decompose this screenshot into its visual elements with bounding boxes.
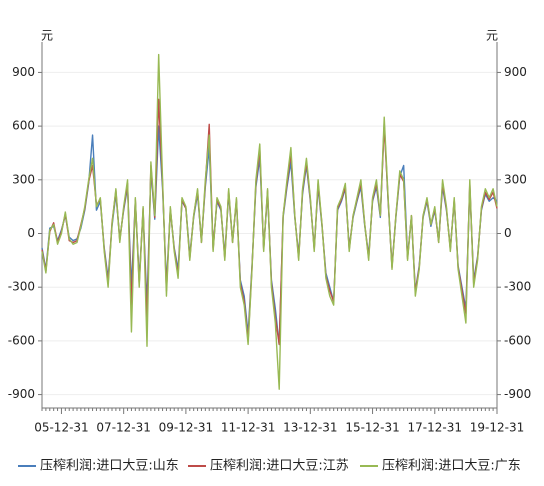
x-tick-label: 05-12-31 xyxy=(34,421,88,435)
x-tick-label: 09-12-31 xyxy=(159,421,213,435)
y-tick-label: -600 xyxy=(8,333,35,347)
y2-tick-label: 300 xyxy=(504,172,527,186)
y-axis-unit: 元 xyxy=(41,29,53,43)
y-tick-label: -300 xyxy=(8,280,35,294)
y-tick-label: 600 xyxy=(12,119,35,133)
x-tick-label: 19-12-31 xyxy=(470,421,524,435)
y-tick-label: -900 xyxy=(8,387,35,401)
x-tick-label: 11-12-31 xyxy=(221,421,275,435)
x-tick-label: 15-12-31 xyxy=(345,421,399,435)
legend-label: 压榨利润:进口大豆:江苏 xyxy=(210,458,349,474)
series-line xyxy=(41,53,498,390)
y-tick-label: 900 xyxy=(12,65,35,79)
y2-tick-label: -300 xyxy=(504,280,531,294)
y2-tick-label: 900 xyxy=(504,65,527,79)
x-tick-label: 13-12-31 xyxy=(283,421,337,435)
y2-tick-label: -600 xyxy=(504,333,531,347)
y2-tick-label: -900 xyxy=(504,387,531,401)
legend-label: 压榨利润:进口大豆:广东 xyxy=(382,458,521,474)
x-tick-label: 07-12-31 xyxy=(96,421,150,435)
x-tick-label: 17-12-31 xyxy=(408,421,462,435)
y2-axis-unit: 元 xyxy=(486,29,498,43)
y-tick-label: 300 xyxy=(12,172,35,186)
y2-tick-label: 0 xyxy=(504,226,512,240)
y-tick-label: 0 xyxy=(27,226,35,240)
legend-label: 压榨利润:进口大豆:山东 xyxy=(40,458,179,474)
y2-tick-label: 600 xyxy=(504,119,527,133)
